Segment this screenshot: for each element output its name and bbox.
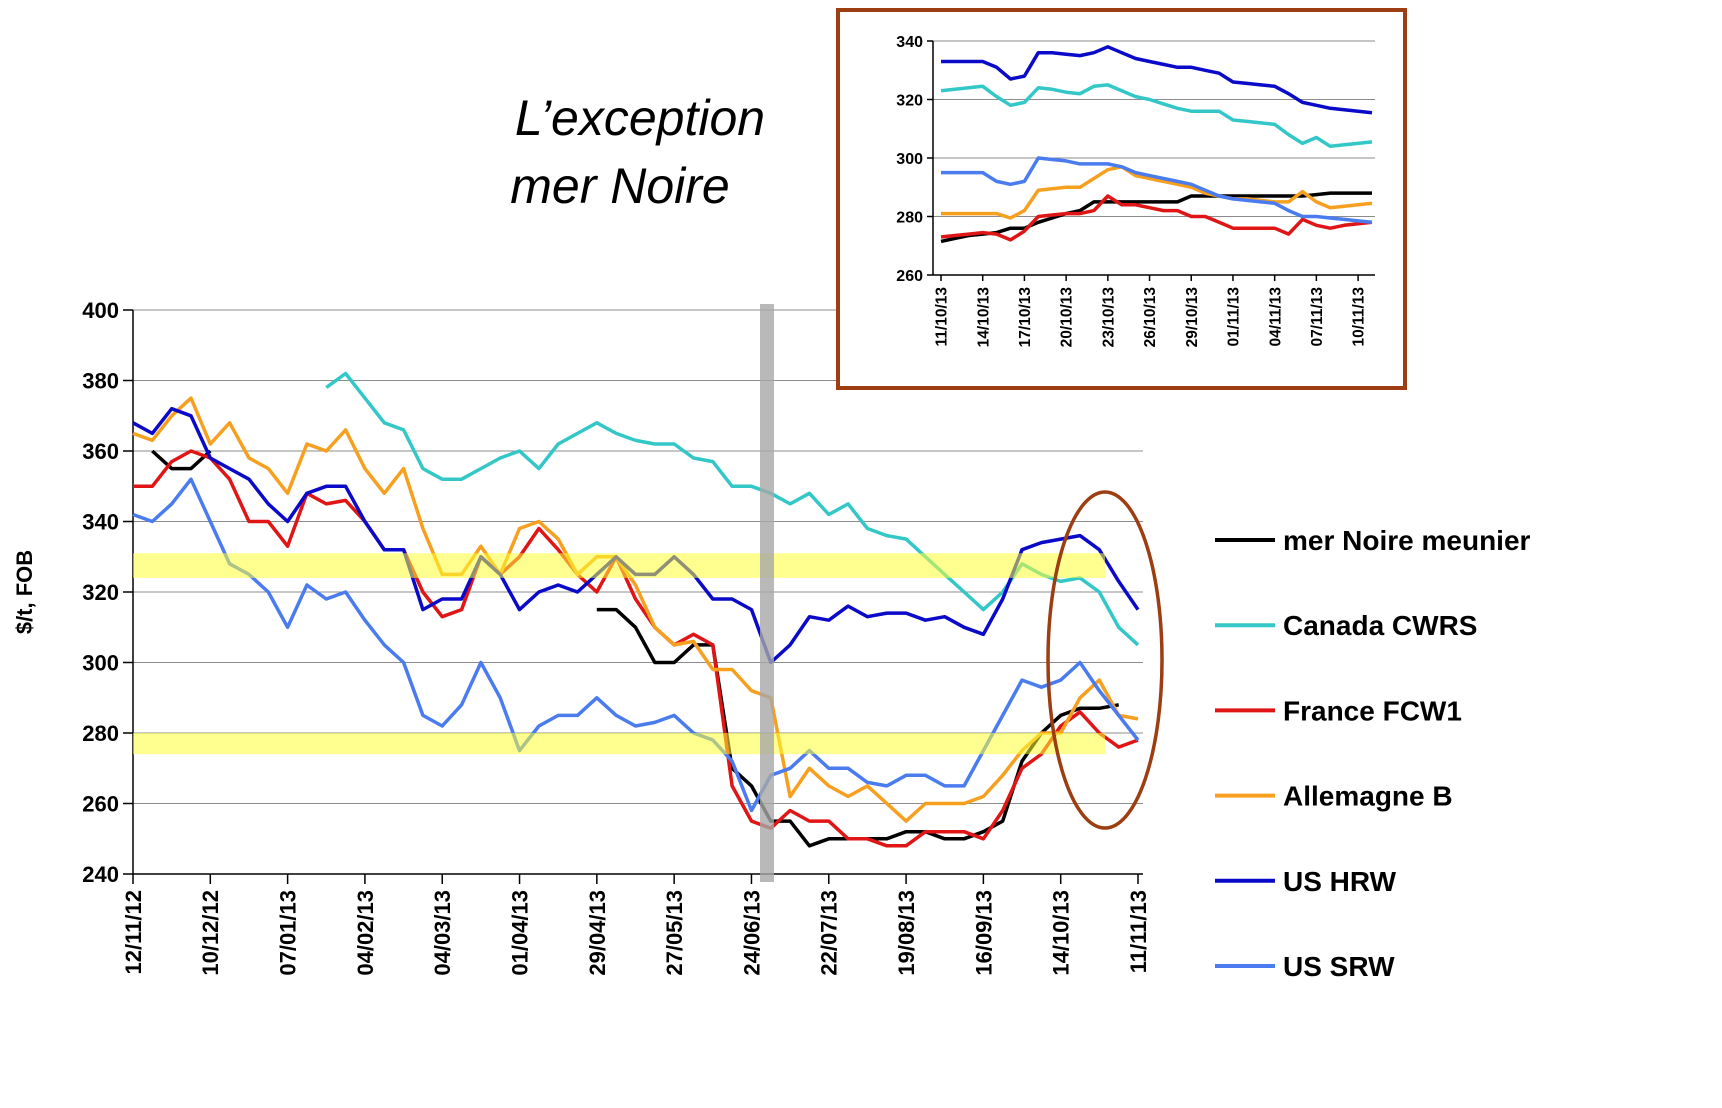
highlight-ellipse	[1046, 490, 1164, 830]
y-tick-label: 260	[82, 791, 119, 816]
x-tick-label: 07/11/13	[1309, 287, 1326, 347]
y-tick-label: 400	[82, 298, 119, 323]
series-line	[940, 83, 1373, 149]
series-line	[325, 371, 1140, 647]
x-tick-label: 04/03/13	[430, 890, 455, 976]
series-line	[941, 165, 1373, 220]
series-line	[941, 45, 1373, 115]
y-tick-label: 380	[82, 368, 119, 393]
series-line	[132, 406, 1140, 665]
y-tick-label: 300	[82, 650, 119, 675]
x-tick-label: 23/10/13	[1100, 287, 1117, 348]
main-chart: L’exception mer Noire $/t, FOB 240 260 280…	[12, 90, 1531, 982]
y-tick-label: 340	[896, 34, 923, 51]
y-tick-label: 280	[82, 721, 119, 746]
x-tick-label: 22/07/13	[817, 890, 842, 976]
x-tick-label: 10/11/13	[1351, 287, 1368, 347]
x-tick-label: 29/10/13	[1184, 287, 1201, 348]
y-tick-label: 340	[82, 509, 119, 534]
highlight-band	[133, 553, 1105, 578]
x-tick-label: 12/11/12	[121, 890, 146, 974]
x-tick-label: 16/09/13	[971, 890, 996, 976]
x-tick-label: 14/10/13	[975, 287, 992, 348]
x-tick-label: 19/08/13	[894, 890, 919, 976]
series-line	[133, 449, 1139, 848]
chart-title: L’exception	[515, 90, 765, 146]
chart-title: mer Noire	[510, 158, 729, 214]
y-tick-label: 260	[896, 268, 923, 285]
x-tick-label: 04/11/13	[1267, 287, 1284, 347]
y-axis-label: $/t, FOB	[12, 550, 37, 634]
series-line	[941, 156, 1373, 225]
y-tick-label: 280	[896, 209, 923, 226]
highlight-period	[760, 304, 774, 882]
legend-label: Allemagne B	[1283, 781, 1453, 812]
x-tick-label: 07/01/13	[276, 890, 301, 976]
x-tick-label: 01/11/13	[1226, 287, 1243, 347]
legend-label: France FCW1	[1283, 695, 1462, 726]
x-tick-label: 27/05/13	[662, 890, 687, 976]
series-line	[940, 191, 1372, 244]
series-line	[151, 449, 212, 471]
y-tick-label: 320	[82, 580, 119, 605]
series-line	[132, 396, 1139, 823]
legend-label: Canada CWRS	[1283, 610, 1477, 641]
legend-label: mer Noire meunier	[1283, 525, 1531, 556]
series-line	[132, 477, 1140, 813]
x-tick-label: 11/10/13	[934, 287, 951, 347]
x-tick-label: 11/11/13	[1126, 890, 1151, 973]
legend-label: US HRW	[1283, 866, 1397, 897]
y-tick-label: 360	[82, 439, 119, 464]
y-tick-label: 320	[896, 92, 923, 109]
y-tick-label: 300	[896, 151, 923, 168]
x-tick-label: 14/10/13	[1049, 890, 1074, 976]
x-tick-label: 24/06/13	[739, 890, 764, 976]
x-tick-label: 20/10/13	[1059, 287, 1076, 348]
highlight-band	[133, 733, 1105, 755]
x-tick-label: 17/10/13	[1017, 287, 1034, 348]
x-tick-label: 26/10/13	[1142, 287, 1159, 348]
legend-label: US SRW	[1283, 951, 1395, 982]
x-tick-label: 10/12/12	[198, 890, 223, 976]
y-tick-label: 240	[82, 862, 119, 887]
x-tick-label: 01/04/13	[507, 890, 532, 976]
inset-chart: 260 280 300 320 340 11/10/13 14/10/13 17/10/13 2…	[836, 8, 1407, 390]
x-tick-label: 29/04/13	[585, 890, 610, 976]
series-line	[940, 194, 1373, 242]
x-tick-label: 04/02/13	[353, 890, 378, 976]
